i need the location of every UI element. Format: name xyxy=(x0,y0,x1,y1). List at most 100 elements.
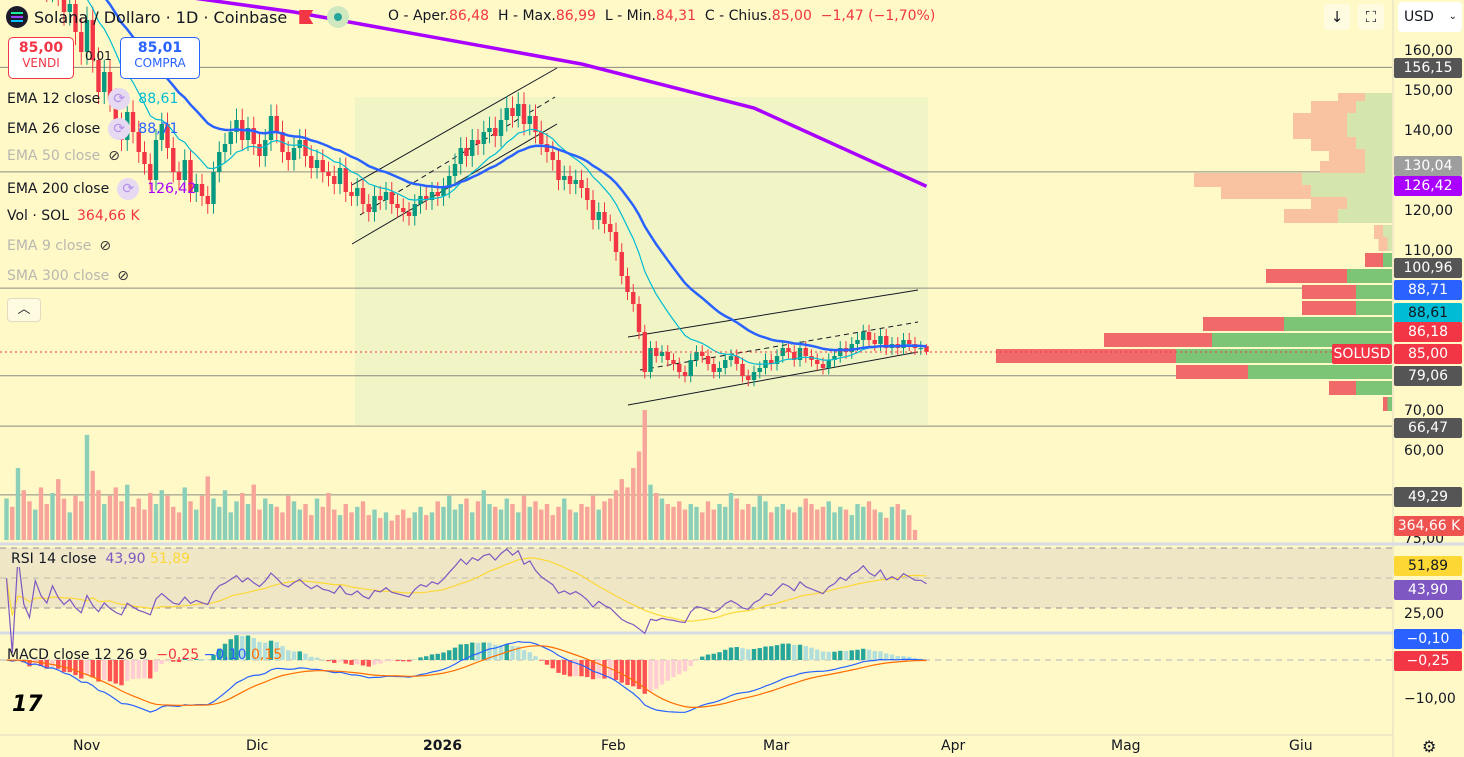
fullscreen-button[interactable]: ⛶ xyxy=(1358,4,1384,30)
hidden-eye-icon[interactable]: ⊘ xyxy=(117,268,129,284)
rsi-legend[interactable]: RSI 14 close 43,90 51,89 xyxy=(7,551,195,567)
candle-body xyxy=(688,360,693,376)
volume-bar xyxy=(757,495,762,540)
candle-body xyxy=(355,188,360,196)
volume-bar xyxy=(211,498,216,540)
scroll-down-button[interactable]: ↓ xyxy=(1324,4,1350,30)
volume-bar xyxy=(498,509,504,540)
macd-histogram-bar xyxy=(228,639,233,660)
candle-body xyxy=(556,160,561,180)
macd-histogram-bar xyxy=(171,660,176,662)
candle-body xyxy=(245,128,251,140)
candle-body xyxy=(769,360,774,364)
indicator-legend-3[interactable]: EMA 200 close ⟳ 126,42 xyxy=(7,178,196,200)
indicator-legend-1[interactable]: EMA 26 close ⟳ 88,71 xyxy=(7,118,178,140)
macd-line xyxy=(6,640,927,713)
hidden-eye-icon[interactable]: ⊘ xyxy=(108,148,121,164)
candle-body xyxy=(67,4,72,12)
candle-body xyxy=(694,352,699,360)
candle-body xyxy=(441,188,446,196)
macd-legend[interactable]: MACD close 12 26 9 −0,25 −0,10 0,15 xyxy=(7,647,282,663)
rsi-line xyxy=(5,548,927,654)
loading-icon[interactable]: ⟳ xyxy=(108,88,131,110)
volume-bar xyxy=(510,504,515,540)
indicator-legend-2[interactable]: EMA 50 close ⊘ xyxy=(7,148,120,164)
candle-body xyxy=(332,176,337,184)
volume-profile-down xyxy=(1293,125,1347,139)
rsi-ma-value: 51,89 xyxy=(149,551,191,567)
sell-button[interactable]: 85,00 COMPRA VENDI xyxy=(8,37,74,79)
tradingview-logo-icon[interactable]: 17 xyxy=(12,692,43,717)
macd-histogram-bar xyxy=(671,660,676,678)
volume-profile-down xyxy=(1311,137,1356,151)
close-value: 85,00 xyxy=(771,8,812,24)
volume-bar xyxy=(487,504,492,540)
macd-histogram-bar xyxy=(61,660,67,672)
macd-histogram-bar xyxy=(67,660,72,673)
volume-bar xyxy=(435,501,440,540)
time-axis-label: Mag xyxy=(1111,738,1141,754)
volume-bar xyxy=(205,476,210,540)
price-tag: 130,04 xyxy=(1394,156,1462,176)
currency-select[interactable]: USD ⌄ xyxy=(1398,2,1462,32)
flag-icon[interactable] xyxy=(299,10,314,24)
volume-profile-up xyxy=(1347,125,1392,139)
volume-bar xyxy=(401,509,406,540)
indicator-legend-6[interactable]: SMA 300 close ⊘ xyxy=(7,268,129,284)
volume-bar xyxy=(665,504,670,540)
high-label: H - Max. xyxy=(497,8,556,24)
candle-body xyxy=(107,72,113,100)
macd-histogram-bar xyxy=(102,660,107,681)
volume-bar xyxy=(769,512,774,540)
channel-line xyxy=(627,351,919,406)
macd-histogram-bar xyxy=(579,660,584,677)
volume-bar xyxy=(792,512,797,540)
macd-histogram-bar xyxy=(366,660,371,667)
indicator-legend-4[interactable]: Vol · SOL 364,66 K xyxy=(7,208,140,224)
candle-body xyxy=(562,176,567,180)
candle-body xyxy=(188,160,193,192)
volume-profile-down xyxy=(1293,113,1347,127)
indicator-legend-0[interactable]: EMA 12 close ⟳ 88,61 xyxy=(7,88,178,110)
volume-bar xyxy=(245,504,251,540)
settings-button[interactable]: ⚙ xyxy=(1422,737,1436,756)
candle-body xyxy=(826,360,831,368)
macd-histogram-bar xyxy=(84,660,90,676)
price-tag: −0,10 xyxy=(1394,629,1462,649)
macd-histogram-bar xyxy=(297,651,302,660)
macd-signal-line xyxy=(6,645,927,708)
volume-bar xyxy=(326,492,331,540)
symbol-header[interactable]: Solana / Dollaro · 1D · Coinbase xyxy=(6,6,350,28)
macd-histogram-bar xyxy=(717,652,722,660)
collapse-legend-button[interactable]: ︿ xyxy=(7,298,41,322)
change-value: −1,47 (−1,70%) xyxy=(820,8,936,24)
macd-histogram-bar xyxy=(487,642,492,660)
macd-histogram-bar xyxy=(245,635,251,660)
loading-icon[interactable]: ⟳ xyxy=(108,118,131,140)
macd-histogram-bar xyxy=(631,660,636,687)
indicator-legend-5[interactable]: EMA 9 close ⊘ xyxy=(7,238,111,254)
macd-histogram-bar xyxy=(493,644,498,660)
buy-button[interactable]: 85,01 COMPRA xyxy=(120,37,200,79)
volume-bar xyxy=(608,498,613,540)
volume-bar xyxy=(96,490,101,540)
volume-bar xyxy=(441,506,446,540)
volume-profile-down xyxy=(1374,225,1383,239)
macd-histogram-bar xyxy=(510,645,515,660)
volume-bar xyxy=(349,512,354,540)
macd-histogram-bar xyxy=(516,646,521,660)
volume-bar xyxy=(153,504,159,540)
candle-body xyxy=(866,332,872,340)
loading-icon[interactable]: ⟳ xyxy=(117,178,140,200)
volume-bar xyxy=(240,492,245,540)
candle-body xyxy=(205,196,210,204)
volume-profile-down xyxy=(1378,237,1388,251)
price-tag: 51,89 xyxy=(1394,556,1462,576)
volume-bar xyxy=(286,495,291,540)
volume-profile-down xyxy=(1203,317,1284,331)
hidden-eye-icon[interactable]: ⊘ xyxy=(99,238,112,254)
volume-profile-up xyxy=(1311,185,1392,199)
macd-histogram-bar xyxy=(50,660,55,667)
candle-body xyxy=(435,192,440,196)
